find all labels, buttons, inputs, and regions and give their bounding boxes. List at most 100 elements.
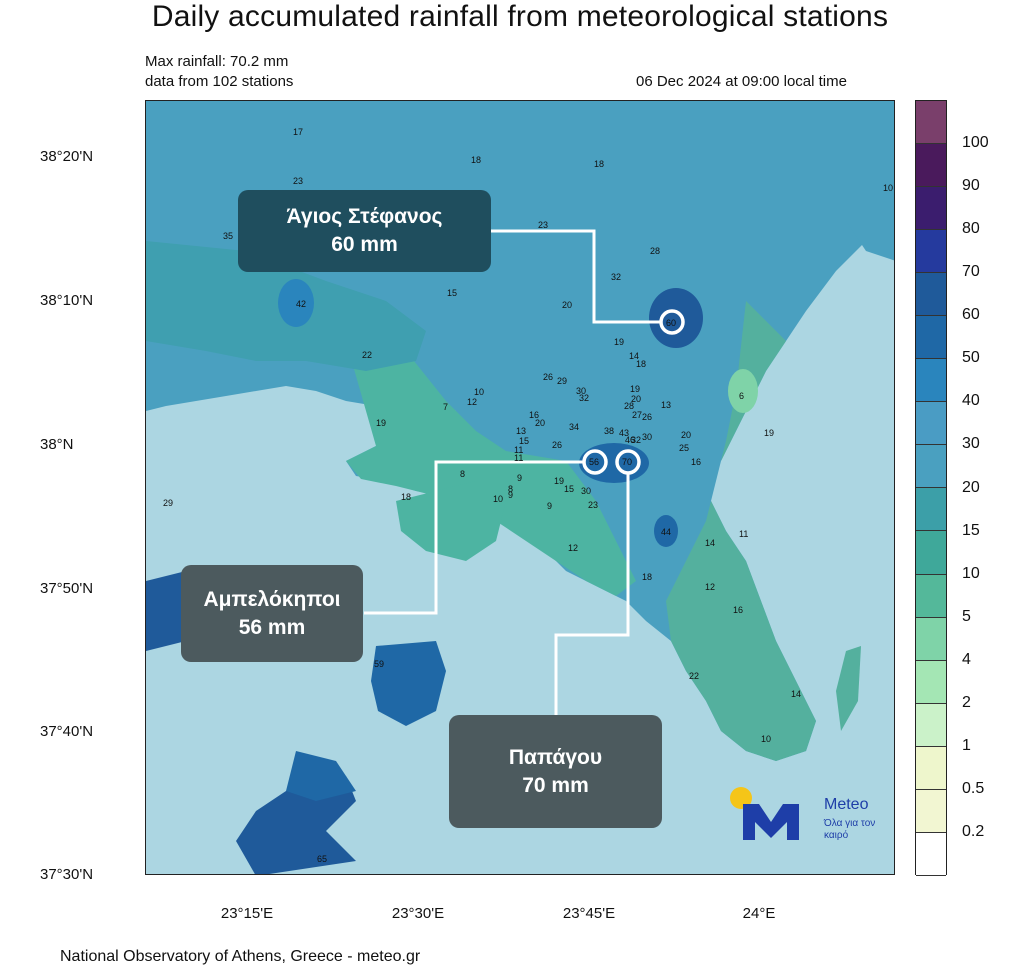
colorbar-segment	[916, 703, 946, 747]
footer-credit: National Observatory of Athens, Greece -…	[60, 948, 421, 965]
station-value: 9	[517, 473, 522, 483]
callout-papagou-name: Παπάγου	[508, 745, 603, 769]
cell-agios	[649, 288, 703, 348]
station-value: 19	[630, 384, 640, 394]
station-value: 7	[443, 402, 448, 412]
colorbar-segment	[916, 746, 946, 790]
station-value: 12	[467, 397, 477, 407]
station-value: 10	[493, 494, 503, 504]
colorbar-level-label: 15	[962, 521, 980, 539]
colorbar-segment	[916, 273, 946, 317]
station-value: 9	[508, 490, 513, 500]
station-value: 26	[552, 440, 562, 450]
station-value: 15	[519, 436, 529, 446]
colorbar-segment	[916, 789, 946, 833]
logo-tagline: Όλα για τον καιρό	[824, 818, 876, 841]
lon-tick: 24°E	[742, 905, 776, 922]
lat-tick: 37°50'N	[40, 580, 94, 597]
colorbar-segment	[916, 230, 946, 274]
station-value: 18	[401, 492, 411, 502]
station-value: 26	[642, 412, 652, 422]
station-value: 17	[293, 127, 303, 137]
lat-tick: 38°N	[40, 436, 74, 453]
meteo-logo	[730, 787, 799, 840]
lon-tick: 23°45'E	[562, 905, 616, 922]
station-value: 30	[576, 386, 586, 396]
station-value: 12	[705, 582, 715, 592]
station-value: 10	[474, 387, 484, 397]
colorbar-level-label: 0.2	[962, 822, 985, 840]
station-value: 11	[739, 529, 748, 539]
cell-west	[278, 279, 314, 327]
station-value: 28	[650, 246, 660, 256]
station-value: 10	[883, 183, 893, 193]
station-value: 28	[624, 401, 634, 411]
station-value: 20	[562, 300, 572, 310]
lon-tick: 23°15'E	[220, 905, 274, 922]
colorbar-level-label: 0.5	[962, 779, 985, 797]
colorbar-level-label: 80	[962, 220, 980, 238]
station-value: 19	[376, 418, 386, 428]
station-value: 14	[705, 538, 715, 548]
station-value: 20	[681, 430, 691, 440]
land-south	[236, 776, 356, 874]
station-value: 30	[581, 486, 591, 496]
station-value: 15	[447, 288, 457, 298]
station-value: 11	[514, 445, 523, 455]
callout-ampelokipoi: Αμπελόκηποι 56 mm	[181, 565, 363, 662]
station-value: 29	[557, 376, 567, 386]
station-value: 56	[589, 457, 599, 467]
station-value: 44	[661, 527, 671, 537]
callout-agios-stefanos: Άγιος Στέφανος 60 mm	[238, 190, 491, 272]
station-value: 9	[547, 501, 552, 511]
station-value: 6	[739, 391, 744, 401]
station-value: 18	[642, 572, 652, 582]
colorbar-level-label: 10	[962, 564, 980, 582]
station-value: 20	[535, 418, 545, 428]
station-value: 18	[471, 155, 481, 165]
colorbar-level-label: 1	[962, 736, 971, 754]
connector-ampelokipoi	[364, 460, 584, 615]
callout-ampelokipoi-name: Αμπελόκηποι	[203, 587, 341, 611]
land-aegina	[371, 641, 446, 726]
station-count-label: data from 102 stations	[145, 73, 294, 90]
station-value: 23	[293, 176, 303, 186]
cell-hymettus	[654, 515, 678, 547]
station-value: 59	[374, 659, 384, 669]
max-rainfall-label: Max rainfall: 70.2 mm	[145, 53, 289, 70]
connector-agios	[491, 229, 661, 324]
callout-agios-value: 60 mm	[331, 233, 398, 256]
colorbar-segment	[916, 488, 946, 532]
station-value: 19	[614, 337, 624, 347]
station-value: 43	[619, 428, 629, 438]
station-value: 8	[508, 484, 513, 494]
lat-tick: 38°20'N	[40, 148, 94, 165]
station-value: 27	[632, 410, 642, 420]
colorbar-segment	[916, 101, 946, 145]
colorbar-level-label: 70	[962, 263, 980, 281]
colorbar-level-label: 100	[962, 134, 989, 152]
station-value: 15	[564, 484, 574, 494]
station-value: 26	[543, 372, 553, 382]
colorbar-segment	[916, 187, 946, 231]
station-value: 14	[629, 351, 639, 361]
colorbar-level-label: 5	[962, 607, 971, 625]
station-value: 25	[679, 443, 689, 453]
lat-tick: 38°10'N	[40, 292, 94, 309]
station-value: 12	[568, 543, 578, 553]
station-value: 32	[579, 393, 589, 403]
station-value: 46	[625, 435, 635, 445]
station-value: 16	[691, 457, 701, 467]
colorbar-level-label: 2	[962, 693, 971, 711]
rainfall-map[interactable]: 17 18 18 10 23 13 23 35 28 32 42 15 20 2…	[145, 100, 895, 875]
land-west-green	[346, 341, 636, 596]
connector-papagou	[554, 473, 630, 716]
colorbar-level-label: 50	[962, 349, 980, 367]
station-value: 65	[317, 854, 327, 864]
station-value: 19	[764, 428, 774, 438]
logo-name: Meteo	[824, 796, 869, 813]
station-value: 11	[514, 453, 523, 463]
colorbar-segment	[916, 531, 946, 575]
station-value: 19	[554, 476, 564, 486]
colorbar-level-label: 30	[962, 435, 980, 453]
